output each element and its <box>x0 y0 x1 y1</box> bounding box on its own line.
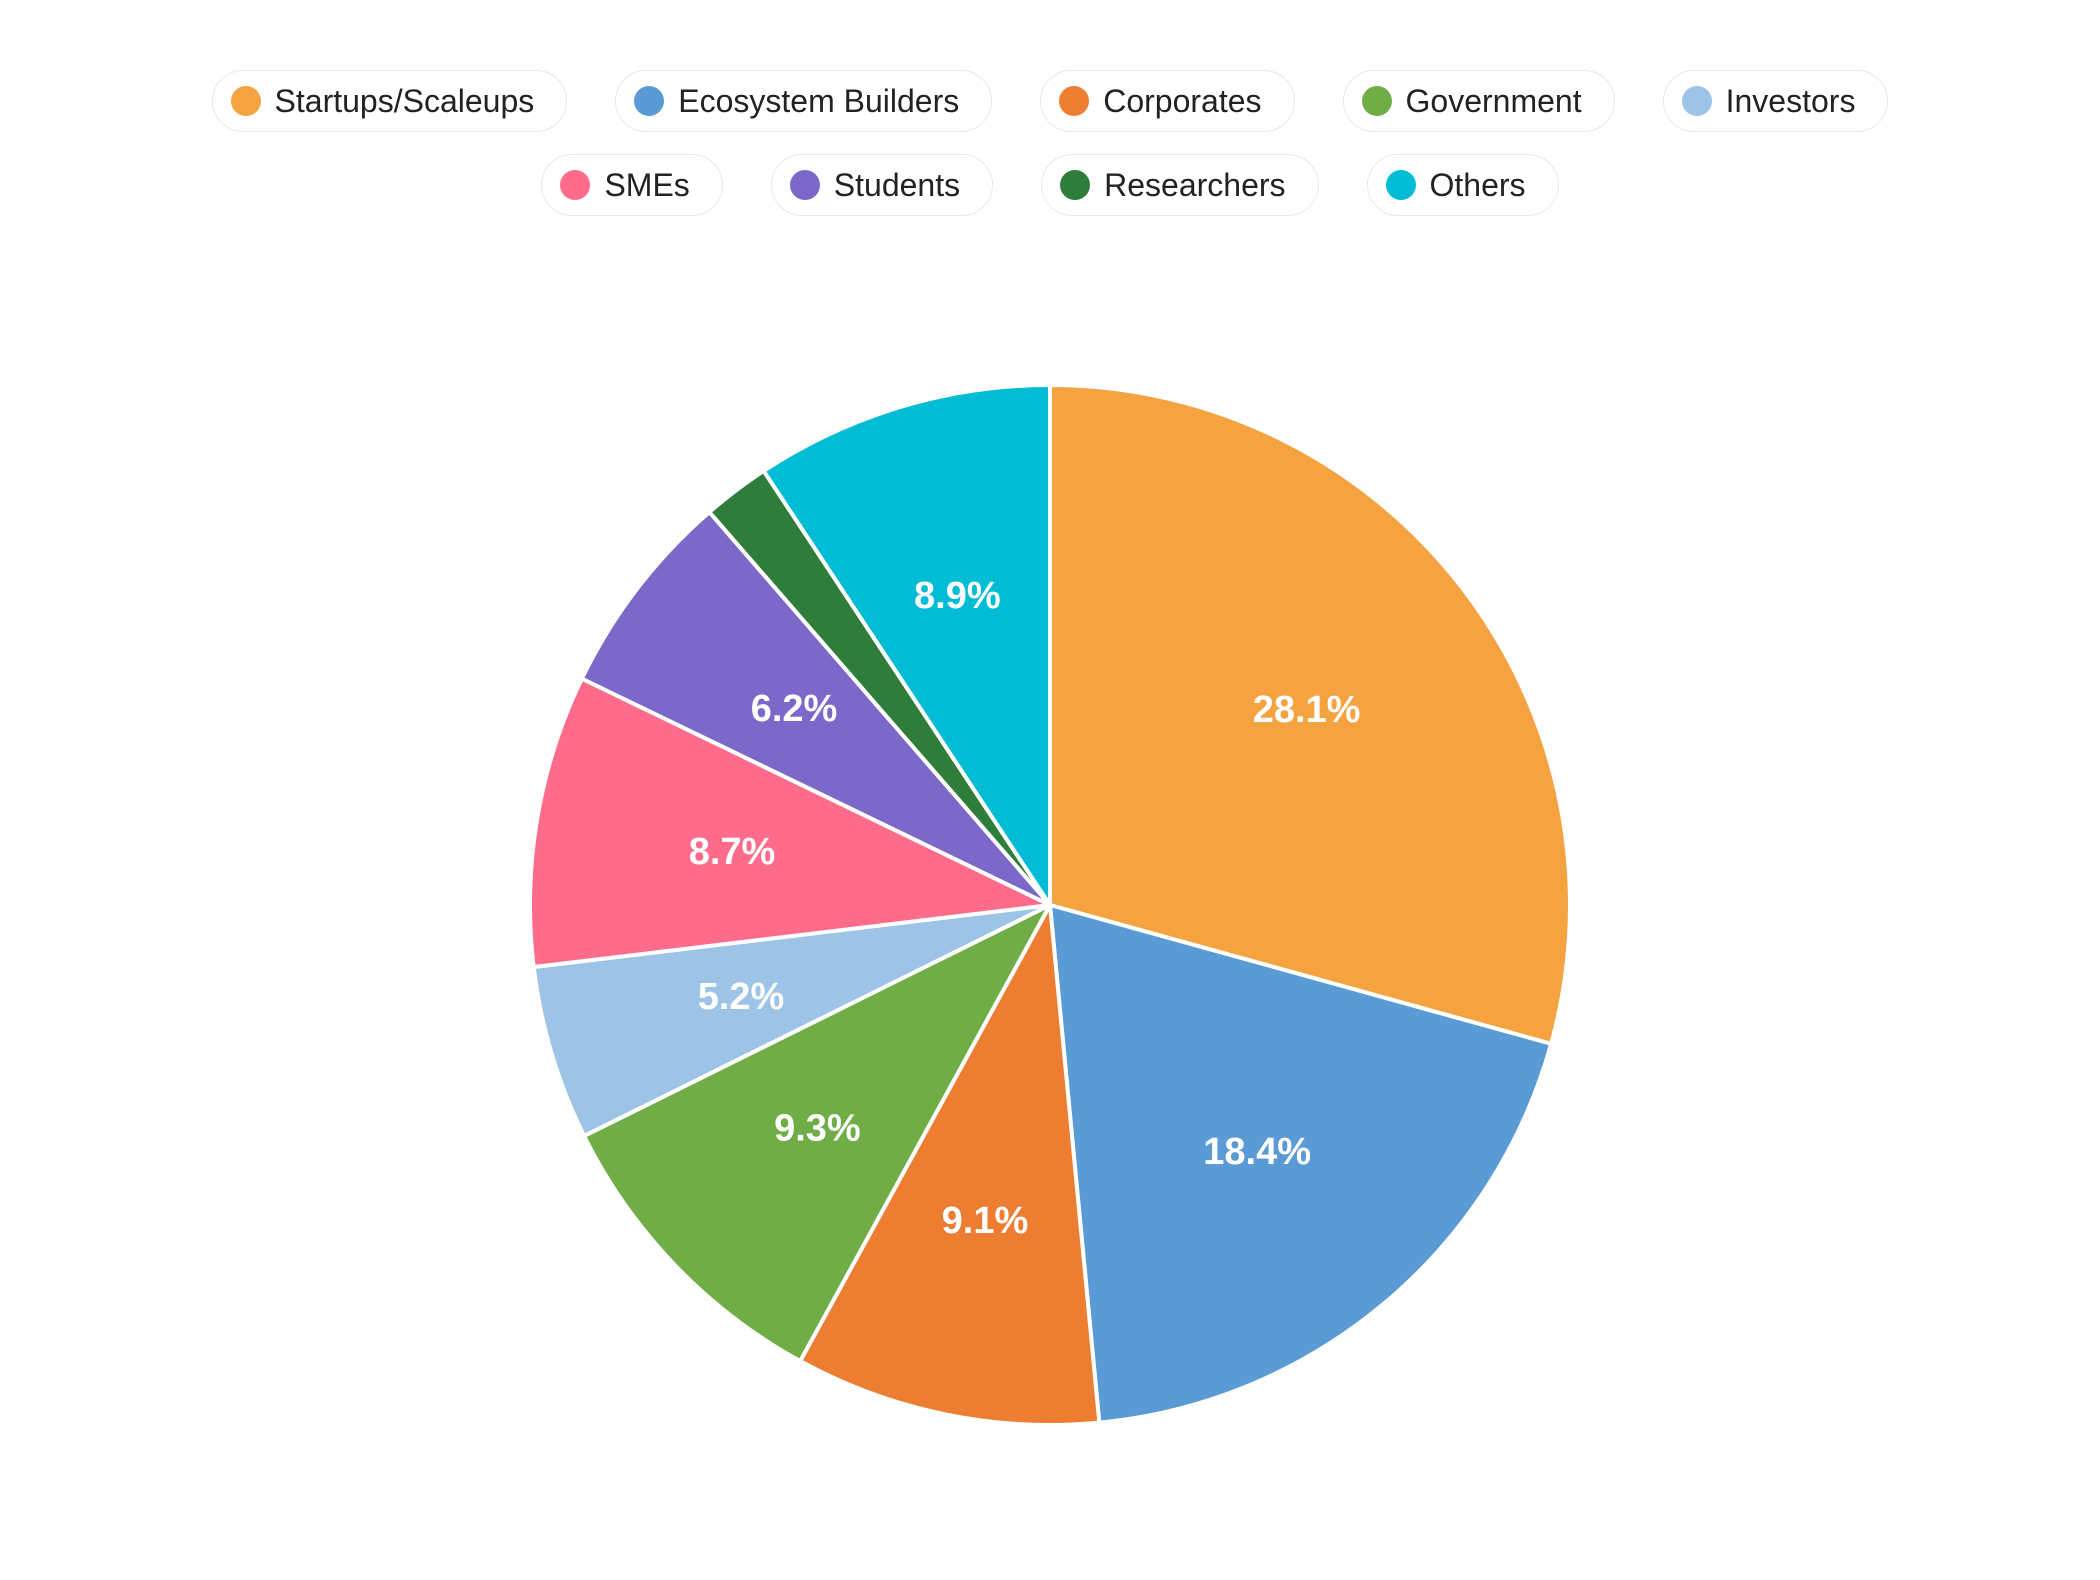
legend-row-1: Startups/Scaleups Ecosystem Builders Cor… <box>211 70 1889 132</box>
slice-label-students: 6.2% <box>751 688 838 730</box>
legend-item-government[interactable]: Government <box>1342 70 1615 132</box>
pie-slice-investors[interactable] <box>531 903 1052 1138</box>
legend-label: Corporates <box>1103 82 1262 119</box>
legend-swatch <box>1385 170 1416 200</box>
legend-item-students[interactable]: Students <box>770 154 994 216</box>
legend-label: Others <box>1429 166 1526 203</box>
legend-label: Ecosystem Builders <box>678 82 960 119</box>
legend-item-others[interactable]: Others <box>1366 154 1559 216</box>
legend: Startups/Scaleups Ecosystem Builders Cor… <box>0 70 2100 216</box>
legend-swatch <box>1060 170 1091 200</box>
slice-label-investors: 5.2% <box>698 976 785 1018</box>
legend-item-researchers[interactable]: Researchers <box>1041 154 1319 216</box>
legend-item-ecosystem-builders[interactable]: Ecosystem Builders <box>615 70 993 132</box>
legend-item-corporates[interactable]: Corporates <box>1040 70 1295 132</box>
legend-label: Government <box>1405 82 1582 119</box>
legend-item-smes[interactable]: SMEs <box>541 154 723 216</box>
legend-label: SMEs <box>604 166 690 203</box>
pie-slice-students[interactable] <box>579 510 1052 907</box>
pie-slices <box>528 383 1572 1427</box>
legend-swatch <box>1681 86 1712 116</box>
pie-labels: 28.1% 18.4% 9.1% 9.3% 5.2% 8.7% 6.2% 8.9% <box>689 575 1361 1242</box>
legend-row-2: SMEs Students Researchers Others <box>541 154 1559 216</box>
pie-slice-startups-scaleups[interactable] <box>1048 383 1572 1046</box>
slice-label-smes: 8.7% <box>689 831 776 873</box>
legend-swatch <box>1059 86 1090 116</box>
pie-slice-corporates[interactable] <box>798 903 1102 1427</box>
slice-label-ecosystem-builders: 18.4% <box>1203 1131 1311 1173</box>
slice-label-corporates: 9.1% <box>942 1200 1029 1242</box>
legend-swatch <box>1361 86 1392 116</box>
pie-slice-ecosystem-builders[interactable] <box>1048 903 1554 1425</box>
legend-item-startups-scaleups[interactable]: Startups/Scaleups <box>211 70 568 132</box>
legend-label: Students <box>833 166 961 203</box>
legend-swatch <box>560 170 591 200</box>
pie-slice-others[interactable] <box>761 383 1052 907</box>
pie-slice-smes[interactable] <box>528 676 1052 970</box>
slice-label-others: 8.9% <box>914 575 1001 617</box>
slice-label-startups-scaleups: 28.1% <box>1253 689 1361 731</box>
legend-swatch <box>634 86 665 116</box>
pie-slice-government[interactable] <box>582 903 1052 1364</box>
legend-label: Researchers <box>1104 166 1286 203</box>
legend-label: Investors <box>1725 82 1856 119</box>
legend-item-investors[interactable]: Investors <box>1662 70 1889 132</box>
legend-swatch <box>789 170 820 200</box>
legend-label: Startups/Scaleups <box>274 82 535 119</box>
slice-label-government: 9.3% <box>774 1107 861 1149</box>
legend-swatch <box>230 86 261 116</box>
